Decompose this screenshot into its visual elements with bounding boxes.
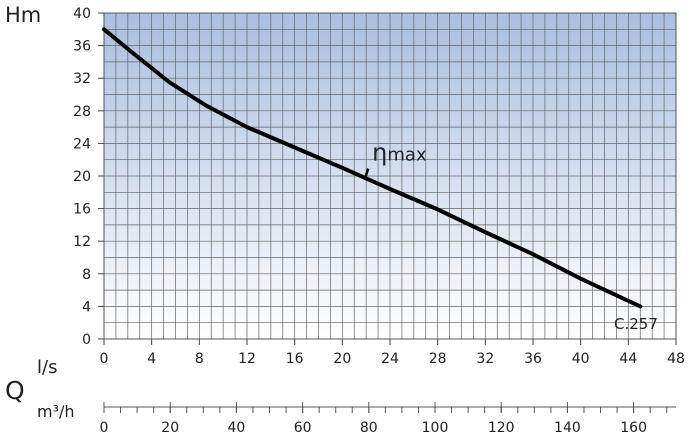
x-axis-unit-primary: l/s: [37, 357, 57, 378]
x-tick-label: 28: [429, 351, 447, 367]
x-tick-labels: 0 4 8 12 16 20 24 28 32 36 40 44 48: [100, 339, 685, 367]
secondary-tick-label: 60: [294, 420, 312, 436]
x-tick-label: 0: [100, 351, 109, 367]
curve-code-label: C.257: [614, 315, 658, 333]
x-tick-label: 12: [238, 351, 256, 367]
y-tick-label: 8: [82, 267, 91, 283]
y-axis-label: Hm: [5, 3, 41, 27]
secondary-tick-label: 80: [360, 420, 378, 436]
y-tick-label: 32: [73, 71, 91, 87]
y-tick-label: 40: [73, 6, 91, 22]
secondary-tick-label: 120: [488, 420, 515, 436]
eta-max-marker: [364, 168, 370, 178]
y-tick-label: 28: [73, 104, 91, 120]
secondary-tick-label: 40: [227, 420, 245, 436]
y-tick-label: 20: [73, 169, 91, 185]
x-tick-label: 8: [195, 351, 204, 367]
x-tick-label: 44: [619, 351, 637, 367]
x-tick-label: 36: [524, 351, 542, 367]
y-tick-label: 16: [73, 202, 91, 218]
y-tick-labels: 0 4 8 12 16 20 24 28 32 36 40: [73, 6, 104, 348]
secondary-tick-label: 140: [554, 420, 581, 436]
y-tick-label: 36: [73, 39, 91, 55]
x-axis-unit-secondary: m³/h: [37, 402, 75, 421]
secondary-tick-label: 20: [161, 420, 179, 436]
x-tick-label: 48: [667, 351, 685, 367]
y-tick-label: 12: [73, 234, 91, 250]
y-tick-label: 24: [73, 136, 91, 152]
x-tick-label: 40: [572, 351, 590, 367]
secondary-tick-label: 160: [620, 420, 647, 436]
y-tick-label: 4: [82, 299, 91, 315]
eta-max-label: ηmax: [372, 139, 427, 167]
x-tick-label: 20: [333, 351, 351, 367]
secondary-tick-label: 0: [100, 420, 109, 436]
x-tick-label: 24: [381, 351, 399, 367]
secondary-x-axis: 0 20 40 60 80 100 120 140 160: [100, 402, 676, 436]
x-tick-label: 4: [147, 351, 156, 367]
x-tick-label: 16: [286, 351, 304, 367]
y-tick-label: 0: [82, 332, 91, 348]
x-tick-label: 32: [476, 351, 494, 367]
grid: [103, 12, 677, 340]
head-flow-curve: [102, 27, 643, 309]
x-axis-label: Q: [5, 376, 25, 405]
secondary-tick-label: 100: [422, 420, 449, 436]
